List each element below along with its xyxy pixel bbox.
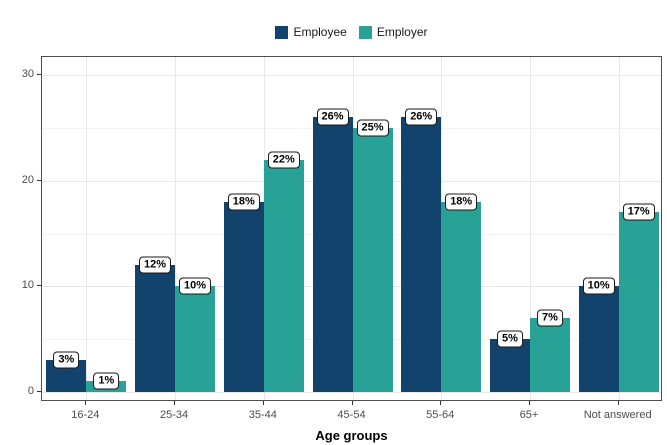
legend-label-employee: Employee <box>293 25 347 39</box>
bar-label-employee-35-44: 18% <box>227 193 260 211</box>
bar-label-employee-Not answered: 10% <box>582 277 615 295</box>
bar-employer-25-34 <box>175 286 216 392</box>
bar-label-employer-16-24: 1% <box>93 372 120 390</box>
bar-label-employee-25-34: 12% <box>139 256 172 274</box>
x-tick-label-6: Not answered <box>583 409 652 421</box>
bar-label-employer-35-44: 22% <box>267 151 300 169</box>
legend-item-employee: Employee <box>275 25 347 39</box>
x-tick-label-3: 45-54 <box>337 409 366 421</box>
x-axis-title: Age groups <box>315 428 388 443</box>
bar-employer-65+ <box>529 318 570 392</box>
x-tick-label-0: 16-24 <box>71 409 100 421</box>
x-tick-mark-5 <box>528 401 530 405</box>
bar-employer-35-44 <box>263 159 304 392</box>
y-tick-label-0: 0 <box>27 385 34 397</box>
legend-item-employer: Employer <box>358 25 428 39</box>
x-tick-mark-4 <box>440 401 442 405</box>
bar-label-employer-45-54: 25% <box>356 119 389 137</box>
bar-employee-Not answered <box>578 286 619 392</box>
plot-panel: 3% 12% 18% 26% 26% 5% 10% 1% 10% 22% 25% 18% 7% 17% <box>41 56 662 401</box>
employer-swatch-icon <box>358 25 372 39</box>
employee-swatch-icon <box>275 25 289 39</box>
x-tick-mark-2 <box>262 401 264 405</box>
y-tick-mark-0 <box>37 391 41 392</box>
x-tick-label-1: 25-34 <box>159 409 189 421</box>
x-tick-label-2: 35-44 <box>248 409 277 421</box>
bar-label-employee-45-54: 26% <box>316 108 349 126</box>
bar-employer-Not answered <box>618 212 659 392</box>
bar-employee-35-44 <box>223 201 264 392</box>
x-tick-mark-3 <box>351 401 353 405</box>
y-tick-label-10: 10 <box>21 279 34 292</box>
x-tick-label-4: 55-64 <box>426 409 455 421</box>
y-tick-mark-10 <box>37 285 41 287</box>
y-tick-mark-20 <box>37 179 41 181</box>
x-tick-label-5: 65+ <box>519 409 539 421</box>
y-tick-mark-30 <box>37 74 41 75</box>
gridline-major-y30 <box>42 75 661 76</box>
bar-label-employer-Not answered: 17% <box>622 203 655 221</box>
gridline-x-0 <box>86 57 88 400</box>
bar-label-employee-65+: 5% <box>496 330 523 348</box>
bar-employee-65+ <box>489 339 530 392</box>
x-tick-mark-1 <box>174 401 176 405</box>
bar-label-employer-65+: 7% <box>536 309 563 327</box>
y-tick-label-30: 30 <box>21 68 34 80</box>
bar-employer-55-64 <box>441 201 482 392</box>
bar-employee-55-64 <box>401 117 442 392</box>
bar-employee-45-54 <box>312 117 353 392</box>
legend-label-employer: Employer <box>376 25 428 39</box>
chart-legend: Employee Employer <box>41 23 662 41</box>
x-tick-mark-0 <box>85 401 87 405</box>
bar-employer-45-54 <box>352 127 393 392</box>
bar-label-employer-55-64: 18% <box>445 193 478 211</box>
gridline-major-y0 <box>42 392 661 393</box>
gridline-x-5 <box>529 57 531 400</box>
gridline-x-1 <box>175 57 177 400</box>
y-tick-label-20: 20 <box>21 173 34 186</box>
bar-label-employer-25-34: 10% <box>179 277 212 295</box>
bar-label-employee-55-64: 26% <box>405 108 438 126</box>
x-tick-mark-6 <box>617 401 619 405</box>
bar-employee-25-34 <box>135 265 176 392</box>
bar-label-employee-16-24: 3% <box>53 351 80 369</box>
